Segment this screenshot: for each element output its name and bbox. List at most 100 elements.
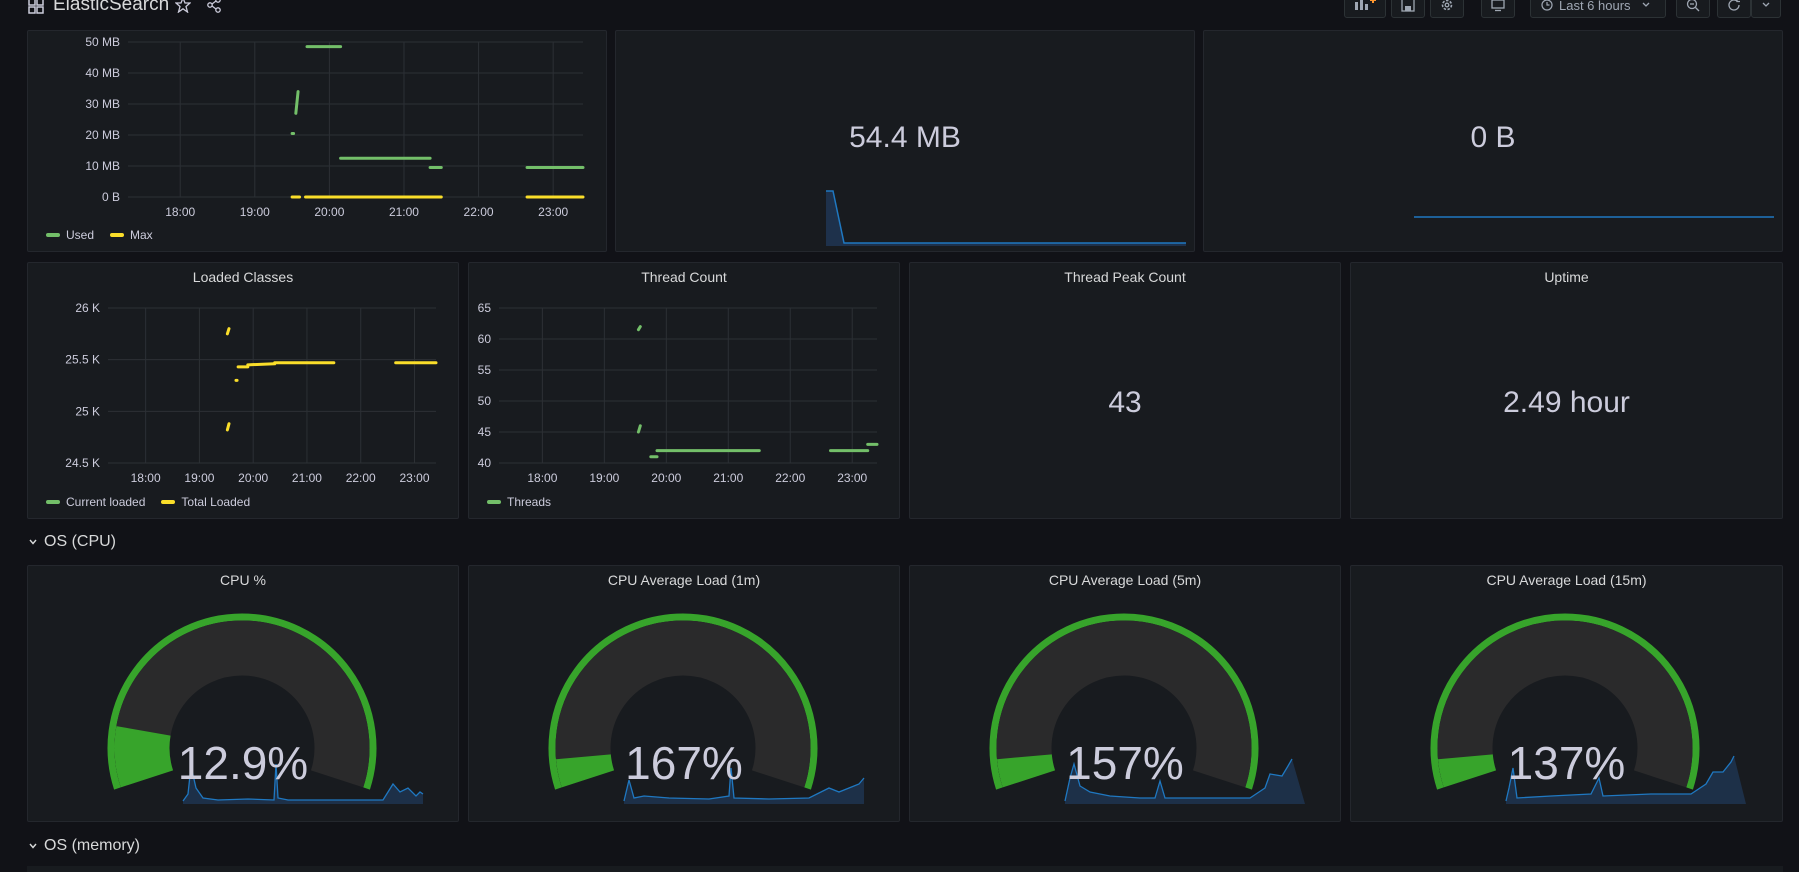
row-title: OS (memory) (44, 837, 140, 854)
legend-item-threads[interactable]: Threads (487, 495, 551, 509)
legend-item-max[interactable]: Max (110, 228, 153, 242)
gauge-track (555, 620, 811, 788)
x-tick-label: 20:00 (651, 471, 681, 485)
gauge-track (996, 620, 1252, 788)
series-segment-threads[interactable] (636, 325, 642, 332)
x-tick-label: 19:00 (240, 205, 270, 219)
save-dashboard-button[interactable] (1391, 0, 1425, 18)
gauge-threshold-arc (107, 613, 377, 790)
panel-title: Thread Count (641, 269, 727, 285)
row-header-os-memory[interactable]: OS (memory) (28, 837, 140, 855)
gauge-threshold-arc (1430, 613, 1700, 790)
thread-peak-panel: Thread Peak Count 43 (909, 262, 1341, 519)
panel-title: CPU Average Load (1m) (607, 572, 761, 588)
save-icon (1401, 0, 1415, 12)
gauge (107, 613, 424, 804)
stat-value: 2.49 hour (1503, 386, 1630, 419)
time-picker[interactable]: Last 6 hours (1530, 0, 1666, 18)
gauge-threshold-arc (548, 613, 818, 790)
monitor-icon (1491, 0, 1505, 12)
y-tick-label: 0 B (102, 190, 120, 204)
gauge-value: 12.9% (177, 737, 309, 789)
loaded-classes-panel: Loaded Classes 26 K 25.5 K 25 K 24.5 K 18:00… (27, 262, 459, 519)
stat-value: 0 B (1470, 121, 1516, 154)
x-tick-label: 18:00 (131, 471, 161, 485)
legend-item-current-loaded[interactable]: Current loaded (46, 495, 145, 509)
legend-item-used[interactable]: Used (46, 228, 94, 242)
y-tick-label: 40 MB (85, 66, 120, 80)
gauge-sparkline (182, 763, 424, 802)
panel-title: CPU % (220, 572, 266, 588)
y-tick-label: 50 MB (85, 35, 120, 49)
x-tick-label: 20:00 (238, 471, 268, 485)
add-panel-button[interactable] (1344, 0, 1386, 18)
star-icon[interactable] (175, 0, 191, 13)
chevron-down-icon (29, 843, 37, 849)
gauge-value: 167% (625, 737, 743, 789)
y-tick-label: 45 (478, 425, 492, 439)
panel-title: Uptime (1544, 269, 1589, 285)
series-segment-total-loaded[interactable] (225, 327, 231, 336)
heap-chart: 50 MB 40 MB 30 MB 20 MB 10 MB 0 B 18:00 19:00 20… (85, 35, 585, 219)
thread-count-legend: Threads (487, 495, 551, 509)
top-bar: ElasticSearch Last 6 hours (0, 0, 1799, 30)
next-row-panels-edge (27, 866, 1783, 872)
x-tick-label: 18:00 (527, 471, 557, 485)
zoom-out-button[interactable] (1676, 0, 1710, 18)
panel-title: Thread Peak Count (1064, 269, 1186, 285)
stat-sparkline (826, 190, 1186, 246)
y-tick-label: 50 (478, 394, 492, 408)
y-tick-label: 40 (478, 456, 492, 470)
refresh-button[interactable] (1717, 0, 1751, 18)
dashboard-title[interactable]: ElasticSearch (53, 0, 170, 15)
legend-label: Total Loaded (181, 495, 251, 509)
gauge-sparkline (623, 767, 865, 802)
legend-label: Current loaded (66, 495, 146, 509)
series-segment-total-loaded[interactable] (225, 422, 231, 432)
panel-title: CPU Average Load (15m) (1486, 572, 1647, 588)
heap-memory-panel: 50 MB 40 MB 30 MB 20 MB 10 MB 0 B 18:00 19:00 20… (27, 30, 607, 252)
gauge-value-arc (114, 726, 174, 788)
gear-icon (1441, 0, 1453, 11)
gauge (548, 613, 865, 804)
series-segment-used[interactable] (294, 90, 300, 115)
row-title: OS (CPU) (44, 533, 116, 550)
zoom-out-icon (1686, 0, 1700, 12)
gauge-value-arc (996, 753, 1056, 788)
legend-label: Used (66, 228, 95, 242)
series-segment-total-loaded[interactable] (246, 362, 277, 367)
gauge-panel-cpu-percent: CPU % 12.9% (27, 565, 459, 822)
x-tick-label: 19:00 (589, 471, 619, 485)
gauge-sparkline-area (1506, 756, 1746, 804)
clock-icon (1541, 0, 1553, 11)
panel-title: CPU Average Load (5m) (1048, 572, 1202, 588)
gauge-sparkline-area (624, 768, 864, 804)
y-tick-label: 65 (478, 301, 492, 315)
legend-label: Threads (507, 495, 552, 509)
gauge-value-arc (555, 753, 615, 788)
y-tick-label: 60 (478, 332, 492, 346)
x-tick-label: 21:00 (713, 471, 743, 485)
thread-count-chart: 65 60 55 50 45 40 18:00 19:00 20:00 21:00 22:00 23:… (478, 301, 879, 485)
refresh-interval-dropdown[interactable] (1751, 0, 1781, 18)
tv-mode-button[interactable] (1481, 0, 1515, 18)
share-icon[interactable] (206, 0, 222, 13)
chevron-down-icon (29, 539, 37, 545)
series-segment-threads[interactable] (636, 424, 642, 434)
x-tick-label: 20:00 (314, 205, 344, 219)
add-panel-icon (1355, 0, 1376, 10)
x-tick-label: 21:00 (389, 205, 419, 219)
stat-sparkline (1414, 216, 1774, 218)
settings-button[interactable] (1430, 0, 1464, 18)
gauge-threshold-arc (989, 613, 1259, 790)
row-header-os-cpu[interactable]: OS (CPU) (28, 533, 116, 551)
gauge-track (1437, 620, 1693, 788)
heap-legend: Used Max (46, 228, 153, 242)
x-tick-label: 23:00 (538, 205, 568, 219)
gauge (1430, 613, 1746, 804)
legend-item-total-loaded[interactable]: Total Loaded (161, 495, 250, 509)
x-tick-label: 23:00 (837, 471, 867, 485)
loaded-classes-chart: 26 K 25.5 K 25 K 24.5 K 18:00 19:00 20:00 21:00… (65, 301, 438, 485)
x-tick-label: 22:00 (464, 205, 494, 219)
y-tick-label: 26 K (75, 301, 100, 315)
